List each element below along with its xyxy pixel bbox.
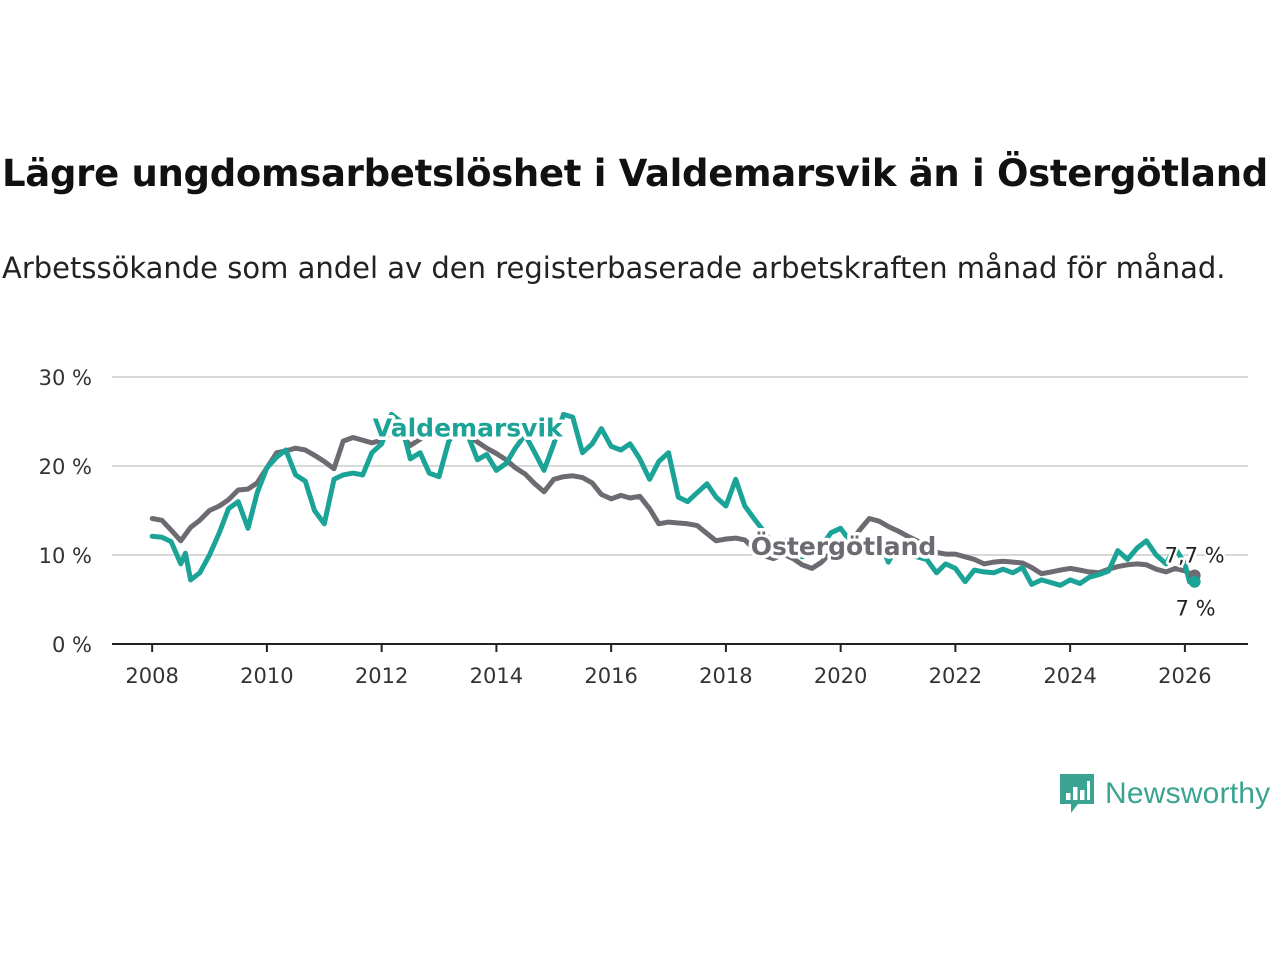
series-labels: Valdemarsvik Östergötland 7,7 % 7 % (369, 410, 1227, 623)
x-tick-label: 2026 (1158, 664, 1211, 688)
x-tick-label: 2010 (240, 664, 293, 688)
x-tick-label: 2018 (699, 664, 752, 688)
end-marker (1188, 575, 1201, 588)
series-label-ostergotland: Östergötland (751, 531, 937, 561)
y-tick-label: 10 % (39, 544, 92, 568)
newsworthy-bar-chart-icon (1060, 774, 1094, 813)
chart-title: Lägre ungdomsarbetslöshet i Valdemarsvik… (2, 152, 1268, 195)
y-tick-label: 20 % (39, 455, 92, 479)
end-value-label-valdemarsvik: 7 % (1176, 597, 1216, 621)
chart-subtitle: Arbetssökande som andel av den registerb… (2, 251, 1226, 285)
y-axis: 0 % 10 % 20 % 30 % (39, 366, 92, 657)
series-line-valdemarsvik (149, 411, 1198, 588)
series-line-östergötland (149, 424, 1198, 578)
x-tick-label: 2012 (355, 664, 408, 688)
y-tick-label: 30 % (39, 366, 92, 390)
series-lines (149, 411, 1201, 588)
line-chart: 0 % 10 % 20 % 30 % 2008 2010 2012 2014 2016 2018… (39, 366, 1248, 688)
brand-name: Newsworthy (1105, 777, 1271, 810)
x-tick-label: 2016 (584, 664, 637, 688)
x-tick-label: 2022 (929, 664, 982, 688)
x-axis: 2008 2010 2012 2014 2016 2018 2020 2022 2024 2026 (112, 643, 1248, 688)
newsworthy-logo: Newsworthy (1058, 772, 1270, 816)
gridlines (112, 376, 1248, 556)
series-label-valdemarsvik: Valdemarsvik (373, 414, 564, 443)
x-tick-label: 2024 (1043, 664, 1096, 688)
end-value-label-ostergotland: 7,7 % (1165, 543, 1225, 567)
x-tick-label: 2014 (470, 664, 523, 688)
y-tick-label: 0 % (52, 633, 92, 657)
x-tick-label: 2008 (125, 664, 178, 688)
x-tick-label: 2020 (814, 664, 867, 688)
